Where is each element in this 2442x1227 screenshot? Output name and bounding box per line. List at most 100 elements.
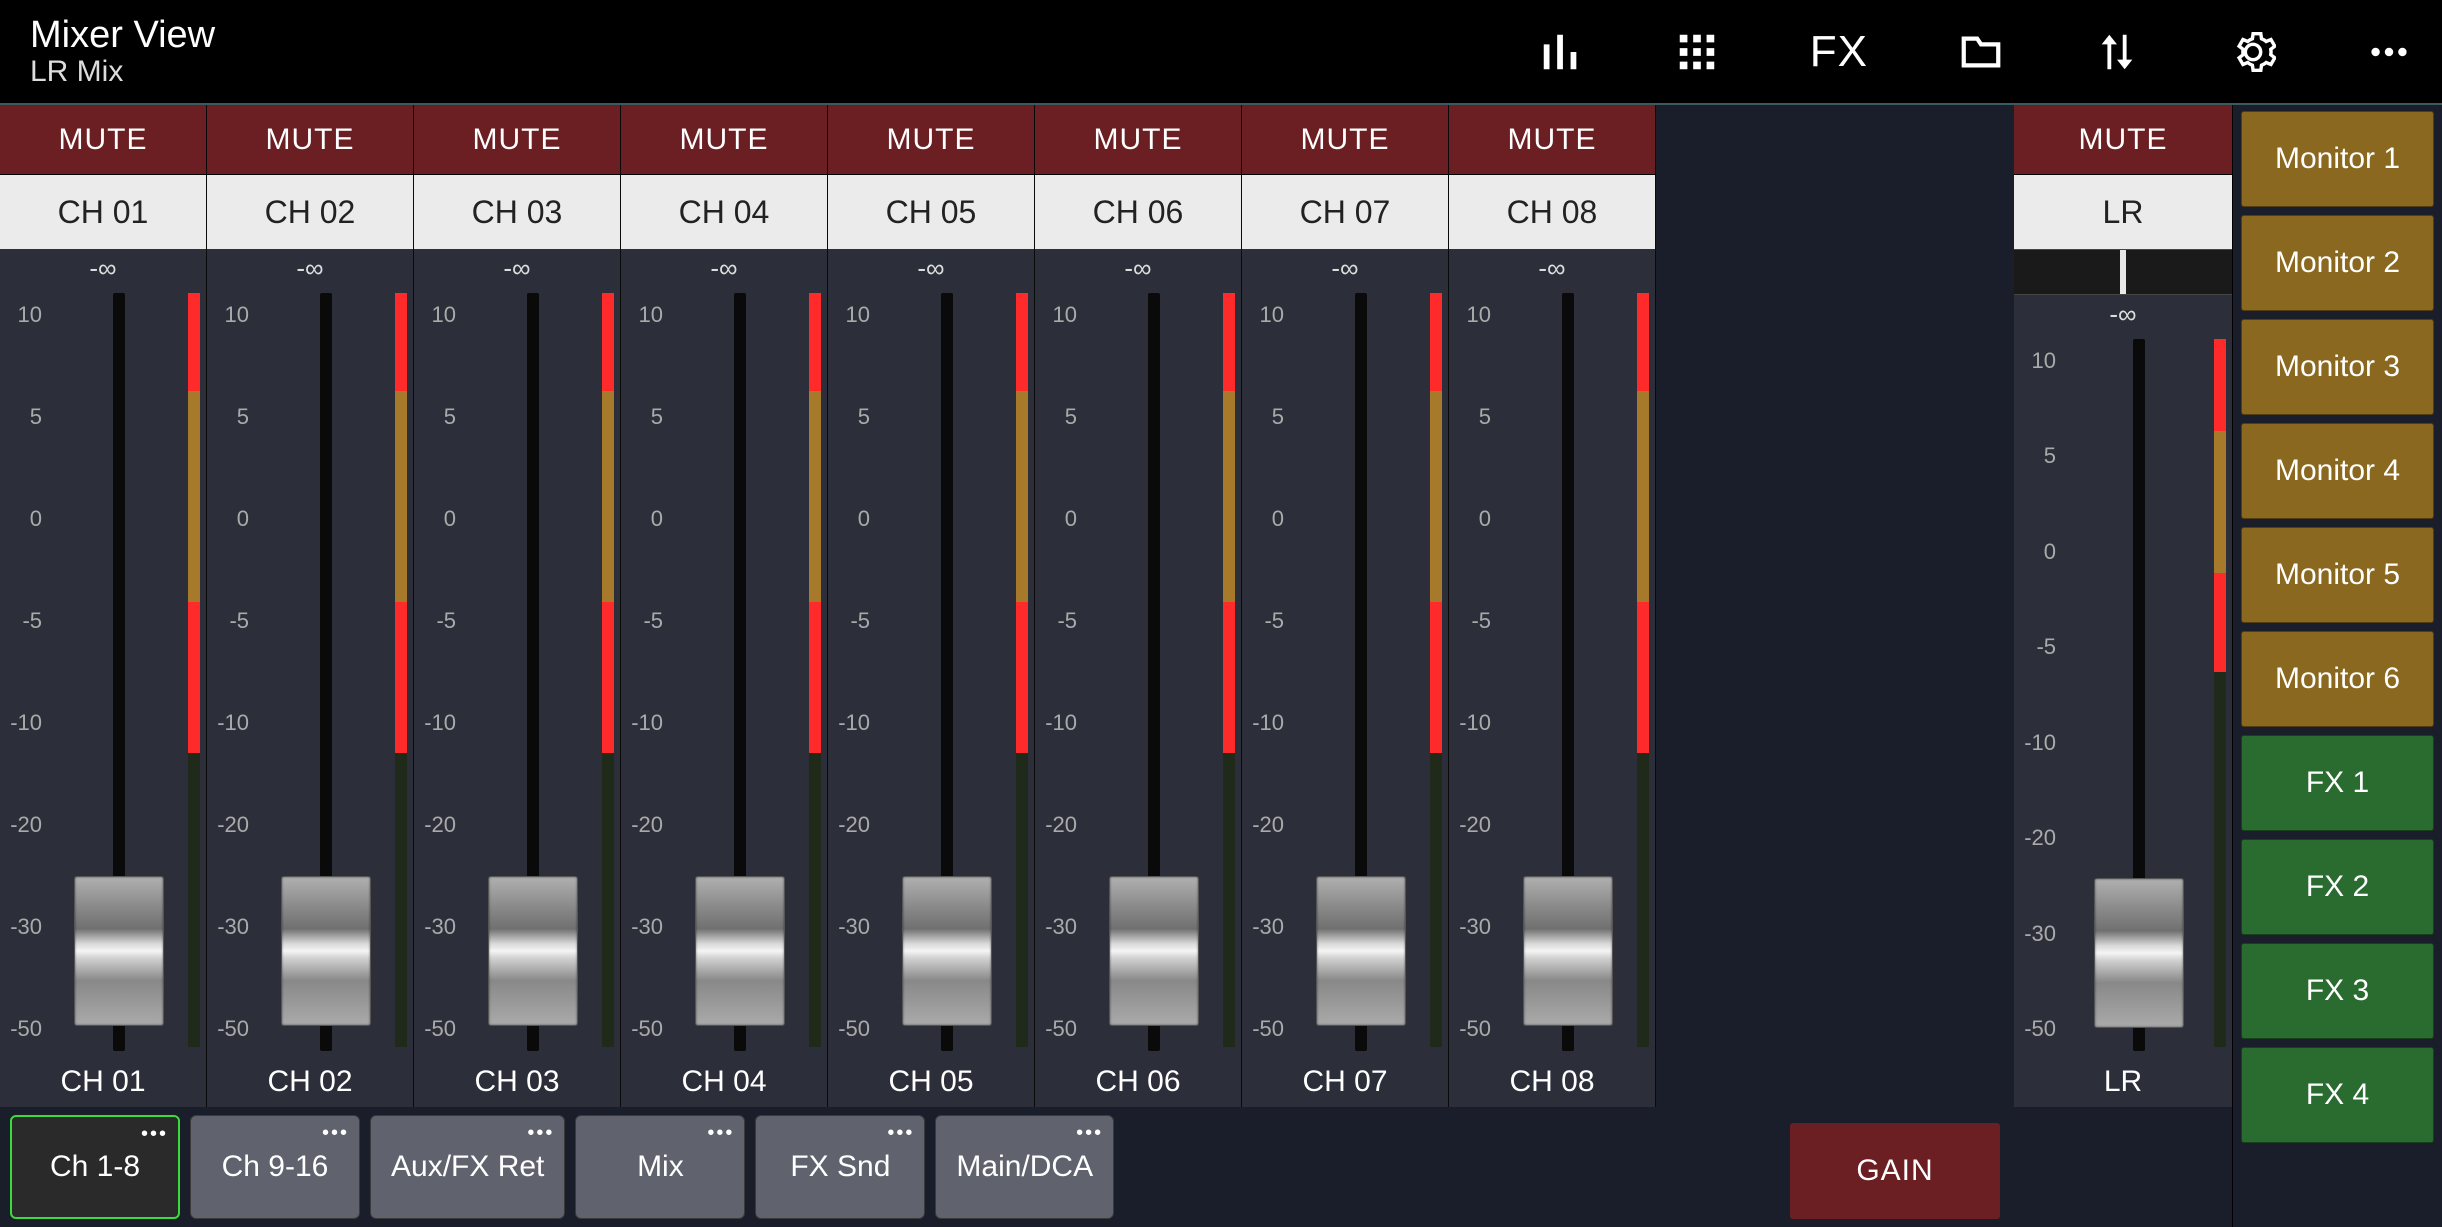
scale-tick: -30 [215, 917, 257, 937]
channel-strip-5: MUTECH 05-∞1050-5-10-20-30-50CH 05 [828, 105, 1035, 1107]
scale-tick: 5 [215, 407, 257, 427]
layer-button-1[interactable]: •••Ch 9-16 [190, 1115, 360, 1219]
fader-track[interactable] [671, 287, 809, 1057]
layer-button-4[interactable]: •••FX Snd [755, 1115, 925, 1219]
fader-track[interactable] [1499, 287, 1637, 1057]
fader-knob[interactable] [74, 876, 164, 1026]
channel-bottom-label: CH 01 [0, 1057, 206, 1107]
scale-tick: 10 [1457, 305, 1499, 325]
monitor-button-2[interactable]: Monitor 2 [2241, 215, 2434, 311]
fader-track[interactable] [257, 287, 395, 1057]
pan-indicator [2120, 250, 2126, 294]
db-readout: -∞ [621, 249, 827, 287]
fader-knob[interactable] [2094, 878, 2184, 1028]
fader-track[interactable] [2064, 333, 2214, 1057]
fader-zone: 1050-5-10-20-30-50 [207, 287, 413, 1057]
channel-label[interactable]: CH 06 [1035, 175, 1241, 249]
monitor-button-6[interactable]: Monitor 6 [2241, 631, 2434, 727]
channel-label[interactable]: CH 07 [1242, 175, 1448, 249]
scale-tick: -10 [629, 713, 671, 733]
meters-icon[interactable] [1538, 29, 1584, 75]
more-icon[interactable] [2366, 29, 2412, 75]
routing-icon[interactable] [2094, 29, 2140, 75]
channel-label[interactable]: CH 01 [0, 175, 206, 249]
fader-knob[interactable] [1109, 876, 1199, 1026]
fader-track[interactable] [464, 287, 602, 1057]
scale-tick: -50 [1457, 1019, 1499, 1039]
layer-dots-icon: ••• [322, 1122, 349, 1145]
fader-knob[interactable] [1316, 876, 1406, 1026]
fader-track[interactable] [1292, 287, 1430, 1057]
scale-tick: 5 [8, 407, 50, 427]
folder-icon[interactable] [1958, 29, 2004, 75]
mute-button[interactable]: MUTE [621, 105, 827, 175]
scale-tick: 0 [1250, 509, 1292, 529]
fader-knob[interactable] [902, 876, 992, 1026]
layer-dots-icon: ••• [707, 1122, 734, 1145]
scale-tick: -10 [215, 713, 257, 733]
scale-tick: 10 [422, 305, 464, 325]
meter [1430, 293, 1442, 1047]
scale-tick: 10 [2022, 351, 2064, 371]
channel-label[interactable]: CH 05 [828, 175, 1034, 249]
monitor-button-5[interactable]: Monitor 5 [2241, 527, 2434, 623]
mute-button[interactable]: MUTE [414, 105, 620, 175]
layer-dots-icon: ••• [1076, 1122, 1103, 1145]
scale-tick: -50 [2022, 1019, 2064, 1039]
channel-label[interactable]: CH 04 [621, 175, 827, 249]
layer-button-2[interactable]: •••Aux/FX Ret [370, 1115, 565, 1219]
scale-tick: 5 [422, 407, 464, 427]
gear-icon[interactable] [2230, 29, 2276, 75]
fader-track[interactable] [50, 287, 188, 1057]
mute-button[interactable]: MUTE [1449, 105, 1655, 175]
monitor-button-1[interactable]: Monitor 1 [2241, 111, 2434, 207]
mute-button[interactable]: MUTE [1035, 105, 1241, 175]
scale-tick: -30 [1250, 917, 1292, 937]
mute-button[interactable]: MUTE [2014, 105, 2232, 175]
fader-scale: 1050-5-10-20-30-50 [414, 287, 464, 1057]
mute-button[interactable]: MUTE [1242, 105, 1448, 175]
gain-button[interactable]: GAIN [1790, 1123, 2000, 1219]
scale-tick: -50 [1250, 1019, 1292, 1039]
fader-track[interactable] [1085, 287, 1223, 1057]
layer-button-5[interactable]: •••Main/DCA [935, 1115, 1114, 1219]
fx-icon[interactable]: FX [1810, 27, 1868, 77]
fx-button-2[interactable]: FX 2 [2241, 839, 2434, 935]
scale-tick: -50 [836, 1019, 878, 1039]
monitor-button-3[interactable]: Monitor 3 [2241, 319, 2434, 415]
channel-label[interactable]: CH 02 [207, 175, 413, 249]
fader-knob[interactable] [1523, 876, 1613, 1026]
grid-icon[interactable] [1674, 29, 1720, 75]
layer-bar: •••Ch 1-8•••Ch 9-16•••Aux/FX Ret•••Mix••… [0, 1107, 2232, 1227]
fader-track[interactable] [878, 287, 1016, 1057]
channel-label[interactable]: CH 08 [1449, 175, 1655, 249]
scale-tick: -5 [1457, 611, 1499, 631]
meter [1637, 293, 1649, 1047]
scale-tick: -20 [1457, 815, 1499, 835]
fader-knob[interactable] [281, 876, 371, 1026]
mute-button[interactable]: MUTE [0, 105, 206, 175]
channel-strip-2: MUTECH 02-∞1050-5-10-20-30-50CH 02 [207, 105, 414, 1107]
fx-button-1[interactable]: FX 1 [2241, 735, 2434, 831]
fader-knob[interactable] [488, 876, 578, 1026]
master-label[interactable]: LR [2014, 175, 2232, 249]
master-strip: MUTELR-∞1050-5-10-20-30-50LR [2014, 105, 2232, 1107]
channel-label[interactable]: CH 03 [414, 175, 620, 249]
db-readout: -∞ [0, 249, 206, 287]
mute-button[interactable]: MUTE [828, 105, 1034, 175]
scale-tick: 5 [836, 407, 878, 427]
monitor-button-4[interactable]: Monitor 4 [2241, 423, 2434, 519]
scale-tick: 10 [629, 305, 671, 325]
layer-button-3[interactable]: •••Mix [575, 1115, 745, 1219]
fx-button-3[interactable]: FX 3 [2241, 943, 2434, 1039]
meter [809, 293, 821, 1047]
pan-bar[interactable] [2014, 249, 2232, 295]
fader-knob[interactable] [695, 876, 785, 1026]
fx-button-4[interactable]: FX 4 [2241, 1047, 2434, 1143]
layer-button-0[interactable]: •••Ch 1-8 [10, 1115, 180, 1219]
empty-area [1656, 105, 2006, 1107]
mute-button[interactable]: MUTE [207, 105, 413, 175]
channels-row: MUTECH 01-∞1050-5-10-20-30-50CH 01MUTECH… [0, 105, 2232, 1107]
header-title-block[interactable]: Mixer View LR Mix [30, 14, 215, 89]
fader-scale: 1050-5-10-20-30-50 [1035, 287, 1085, 1057]
